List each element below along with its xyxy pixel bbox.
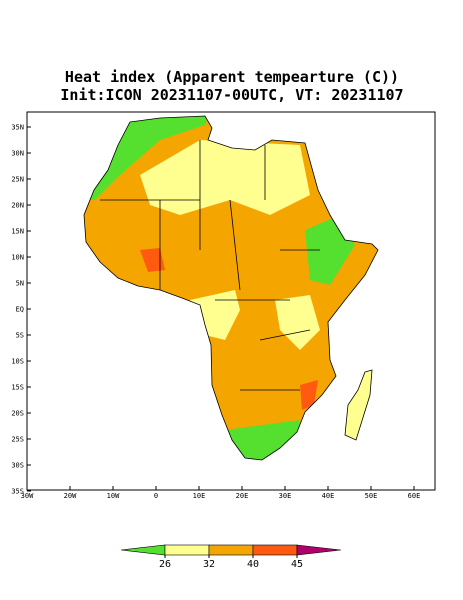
map-title: Heat index (Apparent tempearture (C)) [65, 68, 399, 86]
colorbar-label: 26 [159, 559, 171, 570]
colorbar-segment [296, 544, 342, 556]
lat-label: 5N [16, 280, 24, 288]
colorbar-label: 40 [247, 559, 259, 570]
lat-label: 25S [11, 436, 24, 444]
lat-label: 35S [11, 488, 24, 496]
colorbar-segment [164, 544, 210, 556]
lat-label: 20S [11, 410, 24, 418]
colorbar: 26 32 40 45 [120, 544, 342, 570]
lon-label: 0 [154, 492, 158, 500]
country-borders [100, 140, 320, 391]
colorbar-segment [120, 544, 166, 556]
lat-label: 15N [11, 228, 24, 236]
colorbar-label: 45 [291, 559, 303, 570]
lat-label: EQ [16, 306, 24, 314]
lon-label: 20E [236, 492, 249, 500]
lon-label: 20W [64, 492, 77, 500]
region-yellow [275, 295, 320, 350]
lon-label: 10E [193, 492, 206, 500]
lon-label: 30E [279, 492, 292, 500]
region-yellow [140, 140, 310, 215]
lat-label: 30S [11, 462, 24, 470]
lat-label: 35N [11, 124, 24, 132]
lat-label: 30N [11, 150, 24, 158]
lat-label: 20N [11, 202, 24, 210]
lon-label: 30W [21, 492, 34, 500]
axes: 35N 30N 25N 20N 15N 10N 5N EQ 5S 10S 15S 20S 25S 30S 3… [11, 124, 420, 501]
lat-label: 5S [16, 332, 24, 340]
lon-label: 50E [365, 492, 378, 500]
madagascar [344, 369, 373, 441]
colorbar-label: 32 [203, 559, 215, 570]
lon-label: 10W [107, 492, 120, 500]
colorbar-segment [252, 544, 298, 556]
map-subtitle: Init:ICON 20231107-00UTC, VT: 20231107 [60, 86, 403, 104]
lat-label: 25N [11, 176, 24, 184]
region-red [140, 248, 165, 272]
lon-label: 40E [322, 492, 335, 500]
lat-label: 10N [11, 254, 24, 262]
lat-label: 10S [11, 358, 24, 366]
region-red [300, 380, 318, 410]
lat-label: 15S [11, 384, 24, 392]
lon-label: 60E [408, 492, 421, 500]
colorbar-segment [208, 544, 254, 556]
